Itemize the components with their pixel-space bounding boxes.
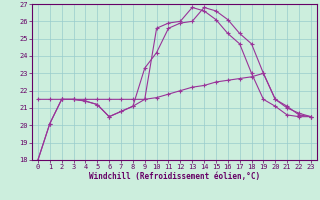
X-axis label: Windchill (Refroidissement éolien,°C): Windchill (Refroidissement éolien,°C) <box>89 172 260 181</box>
